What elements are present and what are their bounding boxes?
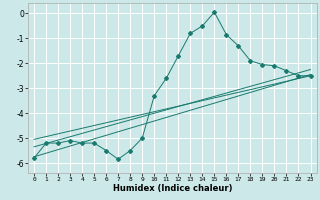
X-axis label: Humidex (Indice chaleur): Humidex (Indice chaleur)	[113, 184, 232, 193]
